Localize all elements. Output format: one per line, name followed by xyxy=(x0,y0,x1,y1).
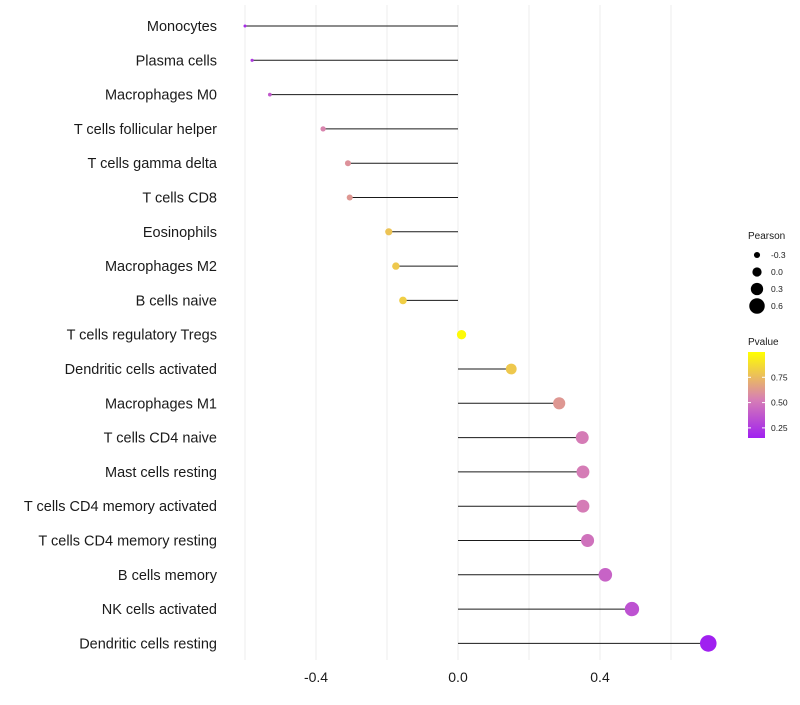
color-legend-title: Pvalue xyxy=(748,337,779,348)
lollipop-dot xyxy=(456,330,467,340)
lollipop-dot xyxy=(581,533,595,548)
size-legend-label: 0.0 xyxy=(771,267,783,277)
color-bar xyxy=(748,352,765,438)
grid-layer xyxy=(244,5,672,660)
y-tick-label: T cells regulatory Tregs xyxy=(67,328,217,344)
y-tick-label: Macrophages M0 xyxy=(105,88,217,104)
y-tick-label: NK cells activated xyxy=(102,602,217,618)
stem-layer xyxy=(245,25,709,644)
color-legend-label: 0.75 xyxy=(771,372,788,382)
lollipop-dot xyxy=(575,431,589,445)
x-tick-label: 0.0 xyxy=(448,669,468,685)
color-legend-label: 0.50 xyxy=(771,398,788,408)
y-axis-labels: Monocytes Plasma cells Macrophages M0 T cel… xyxy=(24,19,218,652)
size-legend-title: Pearson xyxy=(748,231,785,242)
legend: Pearson -0.3 0.0 0.3 0.6 Pvalue 0.75 0.50 0.2… xyxy=(748,231,788,438)
color-legend-label: 0.25 xyxy=(771,423,788,433)
size-legend-dot xyxy=(750,282,764,296)
y-tick-label: Mast cells resting xyxy=(105,465,217,481)
y-tick-label: T cells CD4 memory resting xyxy=(38,534,217,550)
lollipop-dot xyxy=(576,499,590,513)
lollipop-dot xyxy=(267,92,272,97)
y-tick-label: Plasma cells xyxy=(136,53,217,69)
x-axis-ticks: -0.4 0.0 0.4 xyxy=(304,669,610,685)
lollipop-dot xyxy=(598,568,613,582)
lollipop-dot xyxy=(392,262,400,270)
size-legend-items: -0.3 0.0 0.3 0.6 xyxy=(749,250,786,314)
color-legend-ticks: 0.75 0.50 0.25 xyxy=(748,372,788,433)
size-legend-dot xyxy=(752,267,762,277)
y-tick-label: Eosinophils xyxy=(143,225,217,241)
y-tick-label: T cells follicular helper xyxy=(74,122,217,138)
y-tick-label: T cells gamma delta xyxy=(88,156,218,172)
x-tick-label: -0.4 xyxy=(304,669,328,685)
y-tick-label: T cells CD8 xyxy=(142,191,217,207)
y-tick-label: Monocytes xyxy=(147,19,217,35)
size-legend-label: 0.3 xyxy=(771,284,783,294)
y-tick-label: B cells memory xyxy=(118,568,218,584)
y-tick-label: T cells CD4 memory activated xyxy=(24,499,217,515)
x-tick-label: 0.4 xyxy=(590,669,610,685)
y-tick-label: Dendritic cells activated xyxy=(65,362,217,378)
size-legend-dot xyxy=(753,251,761,259)
y-tick-label: Macrophages M2 xyxy=(105,259,217,275)
lollipop-dot xyxy=(346,194,353,201)
size-legend-label: 0.6 xyxy=(771,301,783,311)
y-tick-label: T cells CD4 naive xyxy=(104,431,217,447)
lollipop-dot xyxy=(699,635,717,652)
y-tick-label: B cells naive xyxy=(136,293,217,309)
lollipop-dot xyxy=(553,397,566,410)
lollipop-dot xyxy=(243,24,247,28)
lollipop-dot xyxy=(624,601,640,617)
lollipop-dot xyxy=(576,465,590,479)
y-tick-label: Dendritic cells resting xyxy=(79,636,217,652)
lollipop-dot xyxy=(250,58,254,62)
lollipop-dot xyxy=(385,228,393,236)
size-legend-dot xyxy=(749,298,765,314)
lollipop-dot xyxy=(505,363,517,375)
dot-layer xyxy=(243,24,717,652)
y-tick-label: Macrophages M1 xyxy=(105,396,217,412)
size-legend-label: -0.3 xyxy=(771,250,786,260)
lollipop-dot xyxy=(344,160,351,167)
lollipop-dot xyxy=(320,126,326,132)
lollipop-dot xyxy=(399,296,407,305)
